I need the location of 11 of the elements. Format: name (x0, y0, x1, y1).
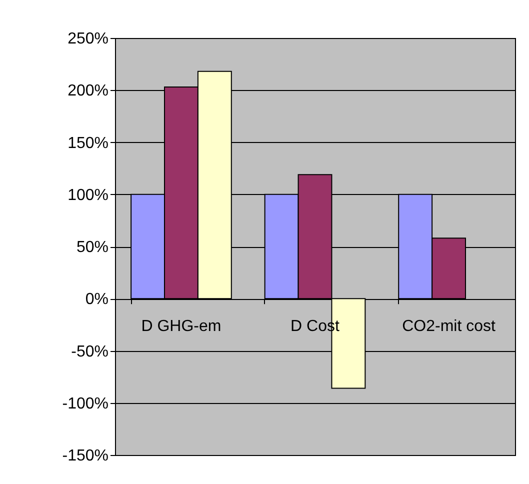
y-tick-label: -100% (62, 395, 108, 412)
y-tick-label: 250% (68, 30, 108, 48)
y-tick-label: 150% (68, 134, 108, 152)
y-tick-label: -50% (71, 343, 108, 360)
y-tick-label: 100% (68, 186, 108, 204)
y-tick-label: 0% (85, 291, 108, 308)
y-tick-label: 50% (76, 239, 108, 256)
y-tick-label: -150% (62, 448, 108, 464)
y-tick-label: 200% (68, 82, 108, 100)
x-tick-label: CO2-mit cost (402, 318, 496, 336)
x-tick-label: D GHG-em (141, 318, 222, 336)
